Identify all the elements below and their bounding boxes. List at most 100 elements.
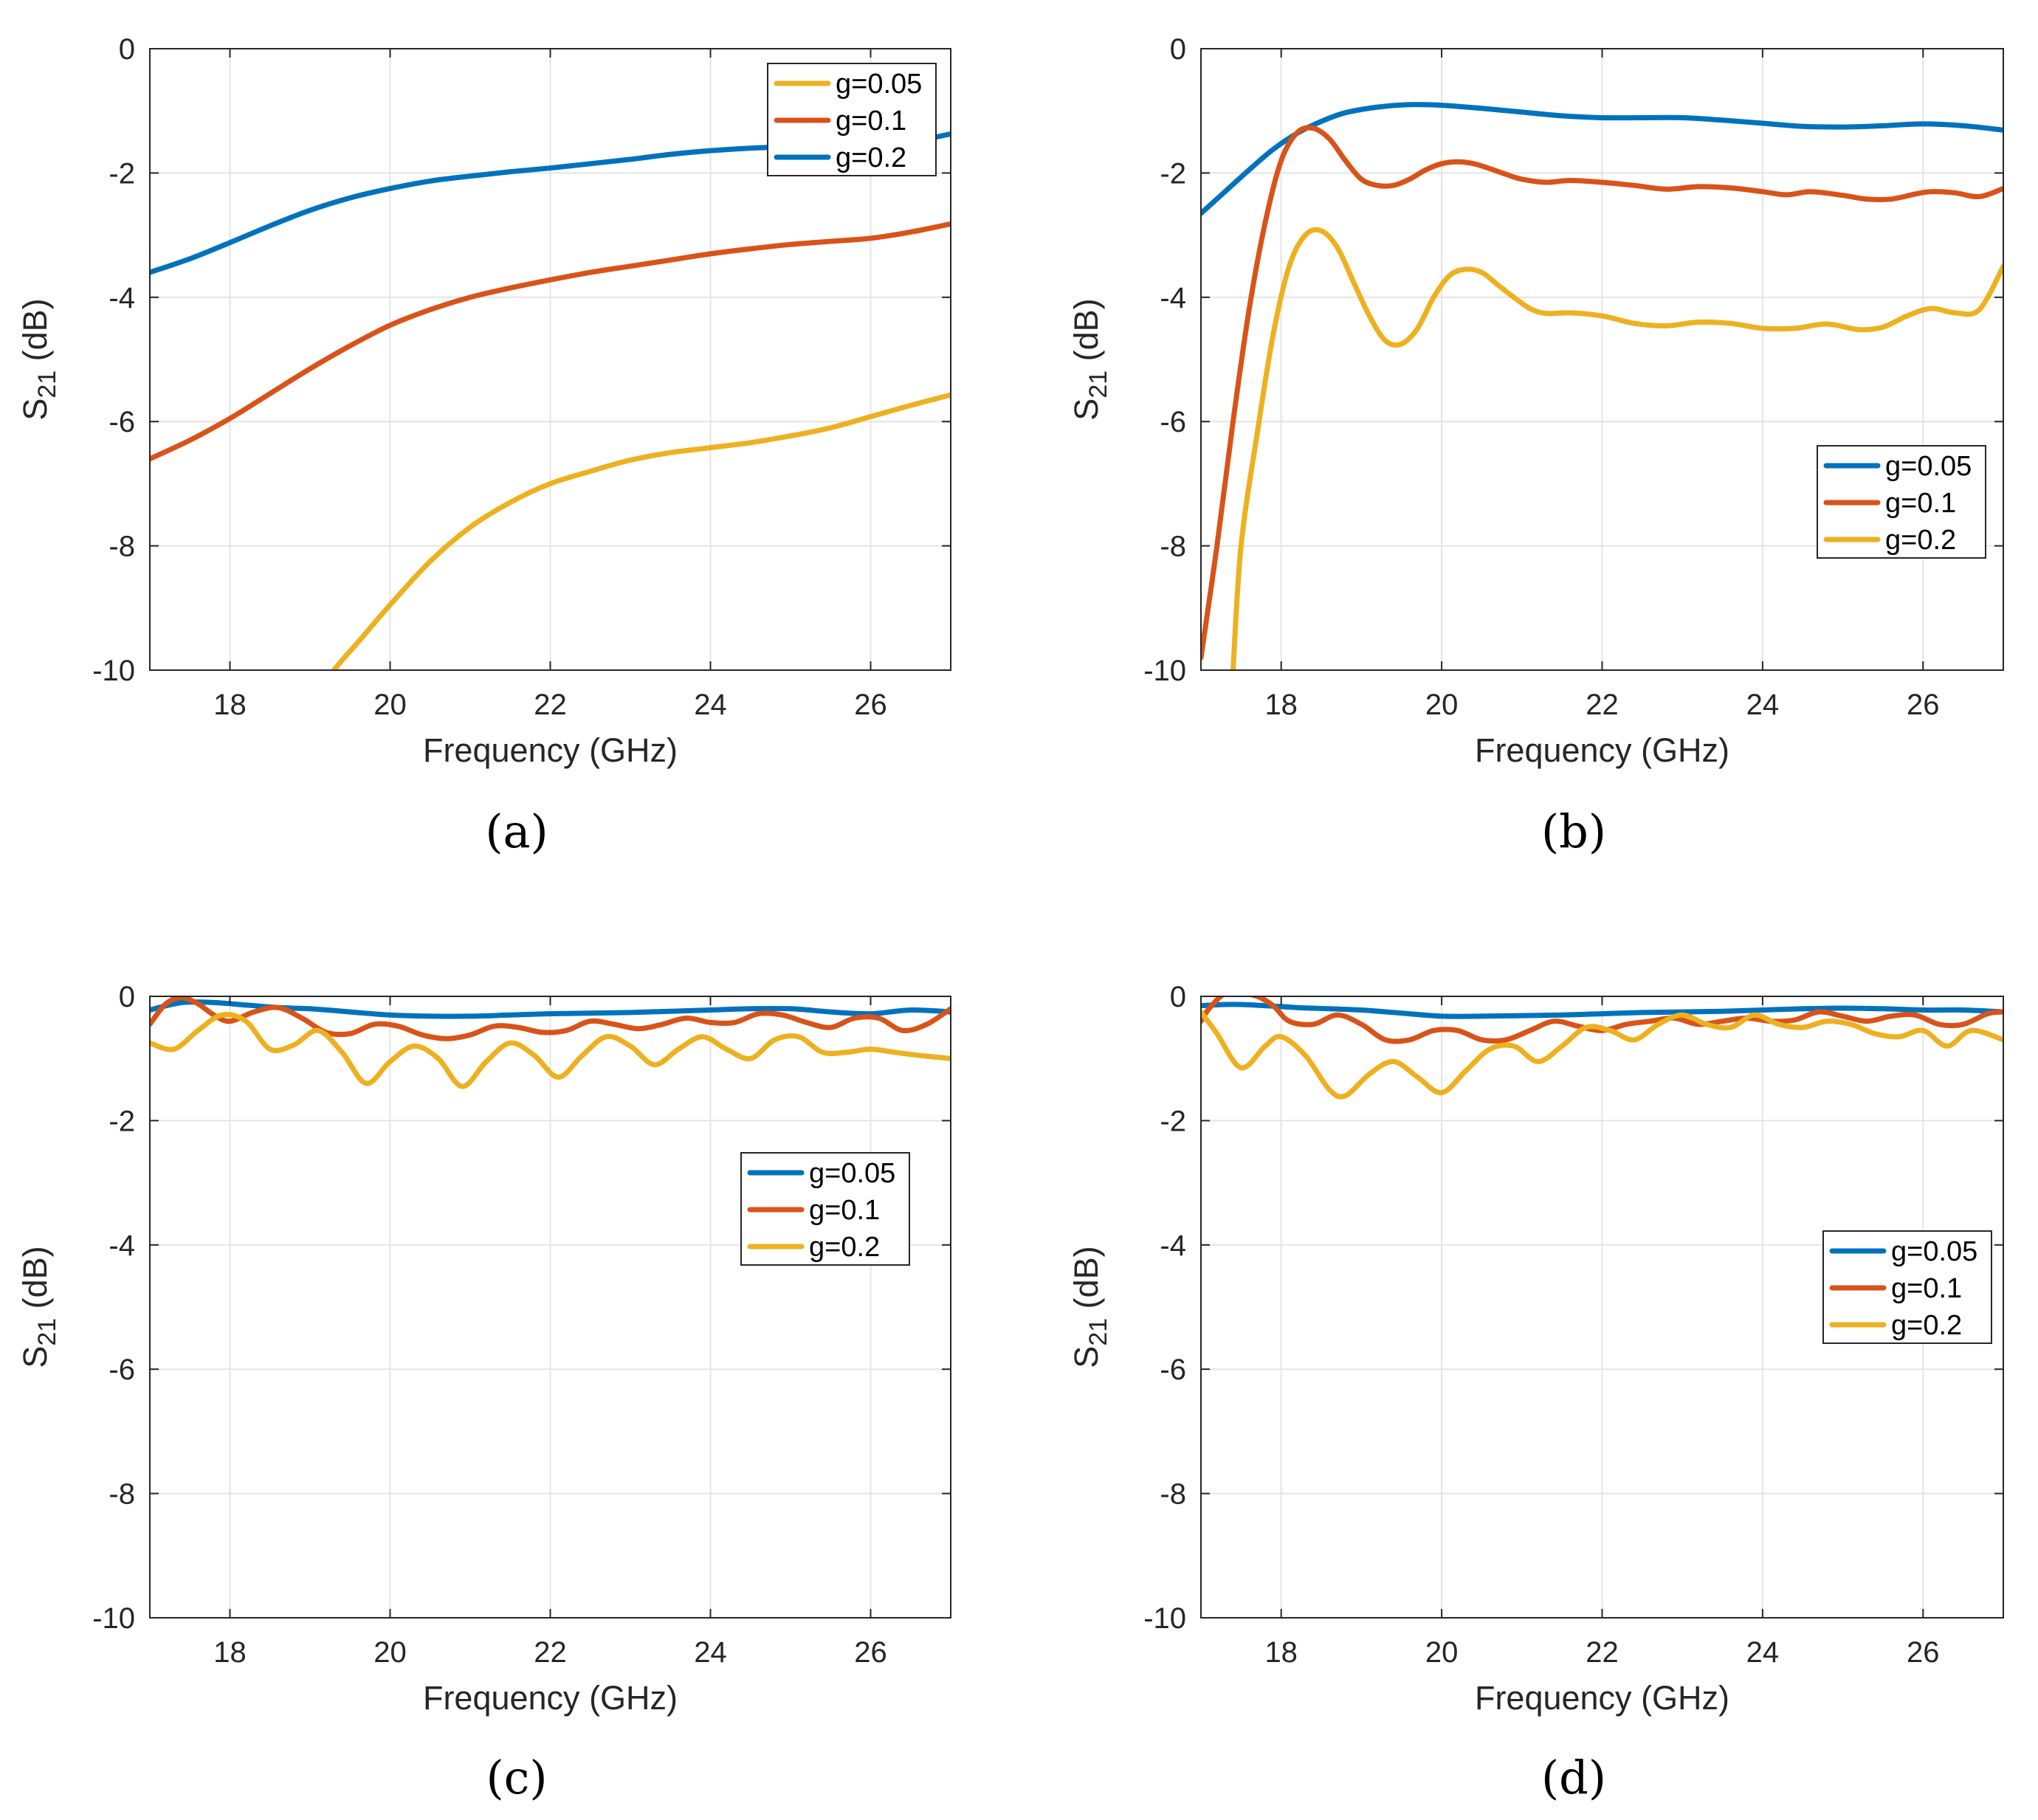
tick-marks bbox=[150, 996, 951, 1619]
x-tick-labels: 18 20 22 24 26 bbox=[213, 689, 887, 721]
y-tick-label: 0 bbox=[119, 33, 135, 66]
x-axis-label: Frequency (GHz) bbox=[423, 731, 678, 769]
legend-label: g=0.05 bbox=[1891, 1236, 1977, 1267]
legend: g=0.05 g=0.1 g=0.2 bbox=[740, 1152, 910, 1266]
x-tick-label: 22 bbox=[1586, 1636, 1619, 1669]
y-tick-label: -2 bbox=[109, 157, 135, 190]
series-line-g-0-1 bbox=[1201, 996, 2003, 1044]
tick-marks bbox=[1201, 48, 2003, 671]
y-tick-label: -2 bbox=[1160, 157, 1186, 190]
y-axis-label: S21 (dB) bbox=[1067, 1246, 1112, 1368]
chart-panel-d: 0 -2 -4 -6 -8 -10 18 20 22 24 26 Frequen… bbox=[1067, 981, 2004, 1805]
series-line-g-0-05 bbox=[331, 392, 951, 670]
series-group bbox=[150, 996, 951, 1089]
x-tick-label: 20 bbox=[1425, 689, 1459, 721]
y-axis-label-subscript: 21 bbox=[1084, 370, 1112, 399]
tick-marks bbox=[150, 48, 951, 671]
x-tick-label: 20 bbox=[373, 1636, 407, 1669]
y-axis-label-main: S bbox=[16, 1346, 54, 1368]
x-tick-label: 18 bbox=[1264, 1636, 1298, 1669]
y-tick-labels: 0 -2 -4 -6 -8 -10 bbox=[92, 33, 135, 687]
y-tick-label: -10 bbox=[1143, 655, 1186, 687]
y-axis-label-main: S bbox=[1067, 399, 1105, 421]
series-line-g-0-2 bbox=[1201, 1009, 2003, 1100]
series-group bbox=[1201, 102, 2003, 670]
chart-panel-b: 0 -2 -4 -6 -8 -10 18 20 22 24 26 Frequen… bbox=[1067, 33, 2004, 858]
series-line-g-0-2 bbox=[1230, 227, 2003, 670]
legend: g=0.05 g=0.1 g=0.2 bbox=[767, 63, 937, 176]
y-tick-label: -10 bbox=[1143, 1602, 1186, 1635]
y-axis-label: S21 (dB) bbox=[16, 1246, 61, 1368]
y-tick-label: -8 bbox=[1160, 531, 1186, 563]
legend: g=0.05 g=0.1 g=0.2 bbox=[1817, 445, 1986, 559]
legend-label: g=0.2 bbox=[1885, 525, 1956, 556]
x-tick-label: 24 bbox=[1746, 1636, 1780, 1669]
y-axis-label-subscript: 21 bbox=[1084, 1318, 1112, 1346]
x-tick-label: 26 bbox=[854, 689, 887, 721]
series-line-g-0-1 bbox=[1201, 125, 2003, 661]
y-axis-label-main: S bbox=[1067, 1346, 1105, 1368]
y-tick-label: -4 bbox=[1160, 282, 1186, 314]
chart-panel-a: 0 -2 -4 -6 -8 -10 18 20 22 24 26 Frequen… bbox=[16, 33, 951, 858]
x-tick-label: 22 bbox=[1586, 689, 1619, 721]
series-line-g-0-05 bbox=[1201, 1002, 2003, 1019]
y-axis-label-unit: (dB) bbox=[1067, 1246, 1105, 1318]
series-line-g-0-1 bbox=[150, 996, 951, 1041]
legend-label: g=0.05 bbox=[809, 1158, 895, 1189]
legend-label: g=0.05 bbox=[836, 69, 922, 100]
grid-lines bbox=[150, 996, 951, 1619]
series-group bbox=[1201, 996, 2003, 1100]
legend-label: g=0.1 bbox=[1891, 1273, 1962, 1304]
y-tick-label: -4 bbox=[1160, 1230, 1186, 1262]
y-tick-labels: 0 -2 -4 -6 -8 -10 bbox=[1143, 981, 1186, 1635]
x-tick-label: 24 bbox=[694, 1636, 727, 1669]
legend-label: g=0.1 bbox=[809, 1195, 880, 1226]
panel-label: (a) bbox=[485, 804, 548, 858]
x-tick-label: 24 bbox=[694, 689, 727, 721]
x-axis-label: Frequency (GHz) bbox=[1475, 1679, 1729, 1717]
panel-label: (d) bbox=[1541, 1751, 1606, 1805]
y-axis-label: S21 (dB) bbox=[16, 298, 61, 420]
x-tick-labels: 18 20 22 24 26 bbox=[213, 1636, 887, 1669]
y-tick-label: -10 bbox=[92, 655, 135, 687]
series-line-g-0-05 bbox=[150, 999, 951, 1019]
y-axis-label-unit: (dB) bbox=[16, 298, 54, 370]
x-axis-label: Frequency (GHz) bbox=[423, 1679, 678, 1717]
y-axis-label-main: S bbox=[16, 399, 54, 421]
y-axis-label-subscript: 21 bbox=[33, 1318, 61, 1346]
y-axis-label-subscript: 21 bbox=[33, 370, 61, 399]
y-tick-labels: 0 -2 -4 -6 -8 -10 bbox=[92, 981, 135, 1635]
legend-label: g=0.1 bbox=[1885, 488, 1956, 519]
y-tick-label: -10 bbox=[92, 1602, 135, 1635]
x-tick-label: 18 bbox=[213, 689, 247, 721]
x-tick-label: 18 bbox=[213, 1636, 247, 1669]
x-tick-label: 18 bbox=[1264, 689, 1298, 721]
y-tick-label: -6 bbox=[1160, 1354, 1186, 1386]
y-tick-label: -6 bbox=[1160, 406, 1186, 438]
x-tick-labels: 18 20 22 24 26 bbox=[1264, 689, 1939, 721]
legend-label: g=0.2 bbox=[809, 1232, 880, 1263]
x-tick-label: 26 bbox=[1907, 689, 1940, 721]
legend-label: g=0.2 bbox=[836, 142, 906, 173]
y-tick-label: -4 bbox=[109, 1230, 135, 1262]
x-axis-label: Frequency (GHz) bbox=[1475, 731, 1729, 769]
y-tick-label: 0 bbox=[1170, 981, 1186, 1013]
chart-panel-c: 0 -2 -4 -6 -8 -10 18 20 22 24 26 Frequen… bbox=[16, 981, 951, 1805]
y-tick-label: -2 bbox=[1160, 1105, 1186, 1137]
legend: g=0.05 g=0.1 g=0.2 bbox=[1822, 1230, 1992, 1344]
legend-label: g=0.1 bbox=[836, 106, 906, 137]
y-tick-label: -2 bbox=[109, 1105, 135, 1137]
y-tick-labels: 0 -2 -4 -6 -8 -10 bbox=[1143, 33, 1186, 687]
tick-marks bbox=[1201, 996, 2003, 1619]
panel-label: (c) bbox=[486, 1751, 547, 1805]
x-tick-label: 24 bbox=[1746, 689, 1780, 721]
y-tick-label: 0 bbox=[1170, 33, 1186, 66]
y-axis-label-unit: (dB) bbox=[16, 1246, 54, 1318]
x-tick-label: 26 bbox=[1907, 1636, 1940, 1669]
y-tick-label: 0 bbox=[119, 981, 135, 1013]
series-line-g-0-1 bbox=[150, 221, 951, 462]
x-tick-label: 22 bbox=[534, 1636, 567, 1669]
y-tick-label: -6 bbox=[109, 1354, 135, 1386]
y-axis-label: S21 (dB) bbox=[1067, 298, 1112, 420]
